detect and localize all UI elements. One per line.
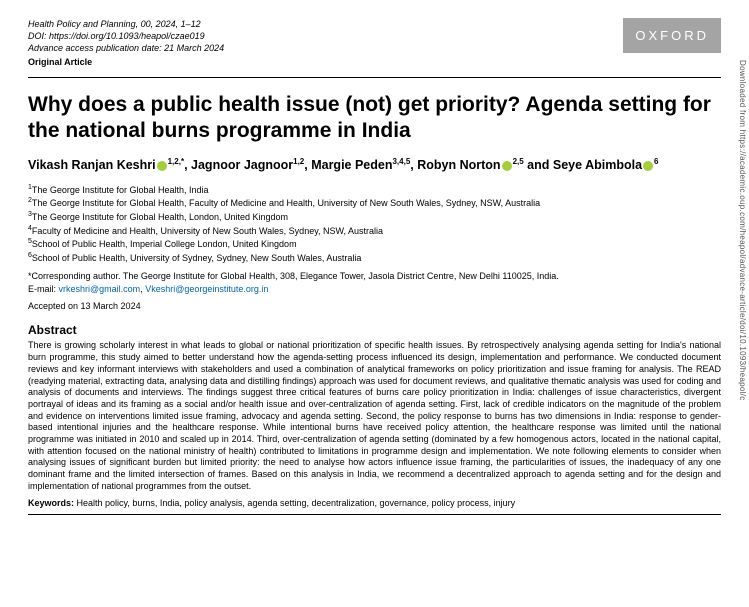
corresponding-text: *Corresponding author. The George Instit… bbox=[28, 270, 721, 283]
email-label: E-mail: bbox=[28, 284, 59, 294]
affiliation-line: 1The George Institute for Global Health,… bbox=[28, 183, 721, 197]
corresponding-author-block: *Corresponding author. The George Instit… bbox=[28, 270, 721, 295]
author-affil-sup: 1,2 bbox=[293, 157, 304, 166]
author-affil-sup: 1,2,* bbox=[168, 157, 184, 166]
affiliation-line: 3The George Institute for Global Health,… bbox=[28, 210, 721, 224]
doi-line: DOI: https://doi.org/10.1093/heapol/czae… bbox=[28, 30, 224, 42]
orcid-icon[interactable] bbox=[643, 161, 653, 171]
keywords-line: Keywords: Health policy, burns, India, p… bbox=[28, 498, 721, 508]
email-link[interactable]: vrkeshri@gmail.com bbox=[59, 284, 141, 294]
publisher-badge: OXFORD bbox=[623, 18, 721, 53]
article-title: Why does a public health issue (not) get… bbox=[28, 92, 721, 145]
and-separator: and bbox=[527, 158, 549, 172]
abstract-heading: Abstract bbox=[28, 323, 721, 337]
author-affil-sup: 6 bbox=[654, 157, 658, 166]
abstract-body: There is growing scholarly interest in w… bbox=[28, 340, 721, 492]
journal-line: Health Policy and Planning, 00, 2024, 1–… bbox=[28, 18, 224, 30]
affiliation-line: 5School of Public Health, Imperial Colle… bbox=[28, 237, 721, 251]
author-affil-sup: 3,4,5 bbox=[392, 157, 410, 166]
bottom-rule bbox=[28, 514, 721, 515]
keywords-list: Health policy, burns, India, policy anal… bbox=[77, 498, 516, 508]
accepted-date: Accepted on 13 March 2024 bbox=[28, 301, 721, 311]
author-name: Vikash Ranjan Keshri bbox=[28, 158, 156, 172]
author-name: Margie Peden bbox=[311, 158, 392, 172]
author-list: Vikash Ranjan Keshri1,2,*, Jagnoor Jagno… bbox=[28, 156, 721, 175]
keywords-label: Keywords: bbox=[28, 498, 77, 508]
affiliation-line: 6School of Public Health, University of … bbox=[28, 251, 721, 265]
email-link[interactable]: Vkeshri@georgeinstitute.org.in bbox=[145, 284, 268, 294]
affiliations-block: 1The George Institute for Global Health,… bbox=[28, 183, 721, 265]
author-name: Robyn Norton bbox=[417, 158, 500, 172]
author-name: Jagnoor Jagnoor bbox=[191, 158, 293, 172]
affiliation-line: 2The George Institute for Global Health,… bbox=[28, 196, 721, 210]
orcid-icon[interactable] bbox=[157, 161, 167, 171]
top-rule bbox=[28, 77, 721, 78]
article-type: Original Article bbox=[28, 56, 224, 68]
author-name: Seye Abimbola bbox=[553, 158, 642, 172]
affiliation-line: 4Faculty of Medicine and Health, Univers… bbox=[28, 224, 721, 238]
author-affil-sup: 2,5 bbox=[513, 157, 524, 166]
download-watermark: Downloaded from https://academic.oup.com… bbox=[738, 60, 747, 401]
access-date-line: Advance access publication date: 21 Marc… bbox=[28, 42, 224, 54]
journal-meta: Health Policy and Planning, 00, 2024, 1–… bbox=[28, 18, 224, 69]
orcid-icon[interactable] bbox=[502, 161, 512, 171]
